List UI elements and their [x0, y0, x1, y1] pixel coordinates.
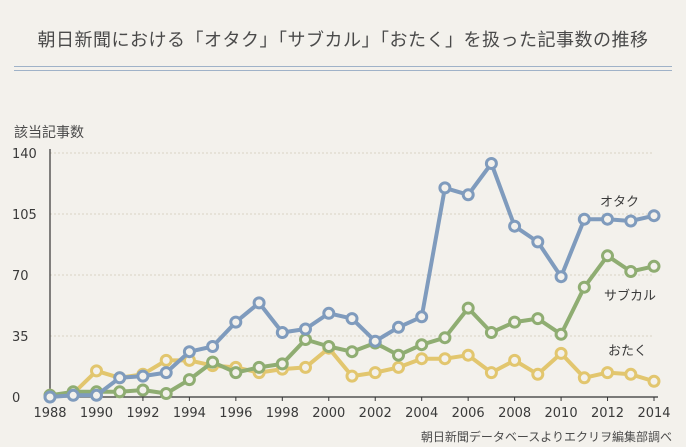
data-point: [392, 320, 405, 334]
x-tick-label: 2002: [359, 406, 392, 421]
data-point: [345, 312, 359, 326]
title-divider: [14, 66, 672, 67]
x-tick-label: 2010: [545, 406, 578, 421]
data-point: [252, 360, 266, 374]
data-point: [554, 270, 568, 284]
data-point: [484, 366, 498, 380]
data-point: [275, 357, 289, 371]
data-point: [159, 353, 173, 367]
y-tick-label: 0: [12, 391, 20, 406]
series-label: オタク: [600, 195, 639, 210]
data-point: [624, 214, 638, 228]
data-point: [438, 352, 452, 366]
x-tick-label: 1994: [173, 406, 206, 421]
data-point: [647, 209, 661, 223]
data-point: [438, 331, 452, 345]
data-point: [624, 265, 638, 278]
series-label: おたく: [608, 344, 647, 359]
data-point: [601, 366, 614, 380]
x-tick-label: 2000: [312, 406, 345, 421]
data-point: [275, 326, 289, 339]
data-point: [136, 383, 150, 397]
y-axis-label: 該当記事数: [14, 125, 84, 141]
data-point: [461, 188, 475, 202]
data-point: [159, 387, 173, 400]
data-point: [554, 346, 568, 360]
data-point: [601, 249, 614, 263]
x-tick-label: 1992: [126, 406, 159, 421]
data-point: [206, 340, 220, 353]
data-point: [508, 219, 522, 233]
x-tick-label: 1998: [266, 406, 299, 421]
x-tick-label: 2006: [452, 406, 485, 421]
data-point: [299, 322, 312, 336]
data-point: [601, 212, 614, 226]
data-point: [531, 312, 545, 326]
data-point: [577, 280, 591, 294]
data-point: [345, 345, 359, 359]
data-point: [182, 345, 196, 359]
data-point: [43, 390, 57, 404]
data-point: [113, 371, 127, 385]
data-point: [415, 338, 429, 352]
data-point: [90, 388, 103, 402]
data-point: [484, 157, 498, 170]
data-point: [461, 348, 475, 362]
data-point: [322, 306, 336, 320]
chart-title: 朝日新聞における「オタク」「サブカル」「おたく」を扱った記事数の推移: [37, 30, 649, 51]
series-label: サブカル: [604, 288, 656, 304]
data-point: [299, 333, 312, 346]
data-point: [508, 353, 522, 367]
data-point: [461, 301, 475, 315]
x-tick-label: 1988: [33, 406, 66, 421]
data-point: [647, 374, 661, 388]
y-tick-label: 105: [12, 208, 37, 223]
x-tick-label: 1990: [80, 406, 113, 421]
y-tick-label: 35: [12, 330, 29, 345]
data-point: [368, 366, 382, 380]
data-point: [647, 259, 661, 273]
data-point: [90, 364, 103, 378]
x-tick-label: 2014: [637, 406, 670, 421]
data-point: [345, 369, 359, 383]
data-point: [577, 371, 591, 385]
data-point: [415, 310, 429, 324]
data-point: [229, 366, 243, 380]
data-point: [415, 352, 429, 366]
data-point: [531, 235, 545, 249]
data-point: [229, 315, 243, 329]
x-tick-label: 1996: [219, 406, 252, 421]
data-point: [438, 181, 452, 195]
data-point: [392, 360, 405, 374]
data-point: [182, 373, 196, 387]
x-tick-label: 2008: [498, 406, 531, 421]
data-point: [322, 340, 336, 353]
data-point: [484, 326, 498, 339]
data-point: [206, 355, 220, 369]
data-point: [113, 385, 127, 399]
data-point: [368, 334, 382, 348]
data-point: [531, 367, 545, 381]
y-tick-label: 70: [12, 269, 29, 284]
data-point: [66, 388, 80, 402]
data-point: [392, 348, 405, 362]
x-tick-label: 2004: [405, 406, 438, 421]
x-tick-label: 2012: [591, 406, 624, 421]
data-point: [554, 327, 568, 341]
data-point: [252, 296, 266, 310]
data-point: [299, 360, 312, 374]
data-point: [508, 315, 522, 329]
data-point: [136, 369, 150, 383]
data-point: [624, 367, 638, 381]
data-point: [577, 212, 591, 226]
data-point: [159, 366, 173, 380]
title-divider-double: [14, 70, 672, 71]
source-note: 朝日新聞データベースよりエクリヲ編集部調べ: [420, 430, 672, 444]
y-tick-label: 140: [12, 147, 37, 162]
